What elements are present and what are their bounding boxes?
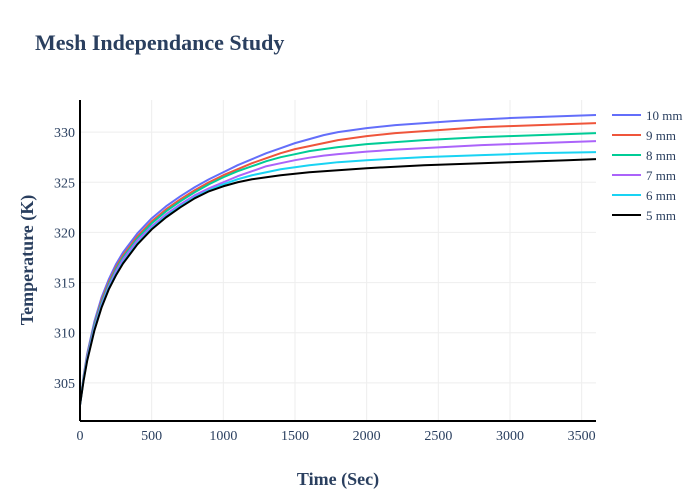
x-tick-label: 1000 — [209, 429, 237, 444]
legend-label: 8 mm — [646, 148, 676, 163]
x-tick-label: 3000 — [496, 429, 524, 444]
legend-item[interactable]: 9 mm — [612, 128, 676, 143]
legend-item[interactable]: 6 mm — [612, 188, 676, 203]
legend-label: 5 mm — [646, 208, 676, 223]
x-tick-label: 0 — [77, 429, 84, 444]
legend-item[interactable]: 8 mm — [612, 148, 676, 163]
legend-item[interactable]: 10 mm — [612, 108, 682, 123]
axes-layer — [79, 100, 596, 422]
series-line-10-mm — [79, 114, 597, 406]
legend-label: 10 mm — [646, 108, 682, 123]
x-axis-title: Time (Sec) — [297, 469, 379, 490]
y-tick-label: 320 — [54, 226, 75, 241]
y-tick-label: 310 — [54, 327, 75, 342]
y-axis-title: Temperature (K) — [17, 195, 38, 325]
chart-title: Mesh Independance Study — [35, 30, 284, 55]
legend-label: 7 mm — [646, 168, 676, 183]
x-tick-labels: 0 500 1000 1500 2000 2500 3000 3500 — [77, 429, 596, 444]
y-tick-label: 325 — [54, 176, 75, 191]
x-tick-label: 500 — [141, 429, 162, 444]
x-tick-label: 1500 — [281, 429, 309, 444]
x-tick-label: 2000 — [353, 429, 381, 444]
x-tick-label: 3500 — [568, 429, 596, 444]
legend-item[interactable]: 5 mm — [612, 208, 676, 223]
legend-label: 6 mm — [646, 188, 676, 203]
legend: 10 mm 9 mm 8 mm 7 mm 6 mm 5 mm — [612, 108, 682, 223]
y-tick-label: 315 — [54, 277, 75, 292]
series-layer — [79, 114, 597, 406]
y-tick-label: 330 — [54, 126, 75, 141]
legend-item[interactable]: 7 mm — [612, 168, 676, 183]
series-line-5-mm — [79, 158, 597, 406]
legend-label: 9 mm — [646, 128, 676, 143]
y-tick-labels: 305 310 315 320 325 330 — [54, 126, 75, 392]
y-tick-label: 305 — [54, 377, 75, 392]
x-tick-label: 2500 — [424, 429, 452, 444]
